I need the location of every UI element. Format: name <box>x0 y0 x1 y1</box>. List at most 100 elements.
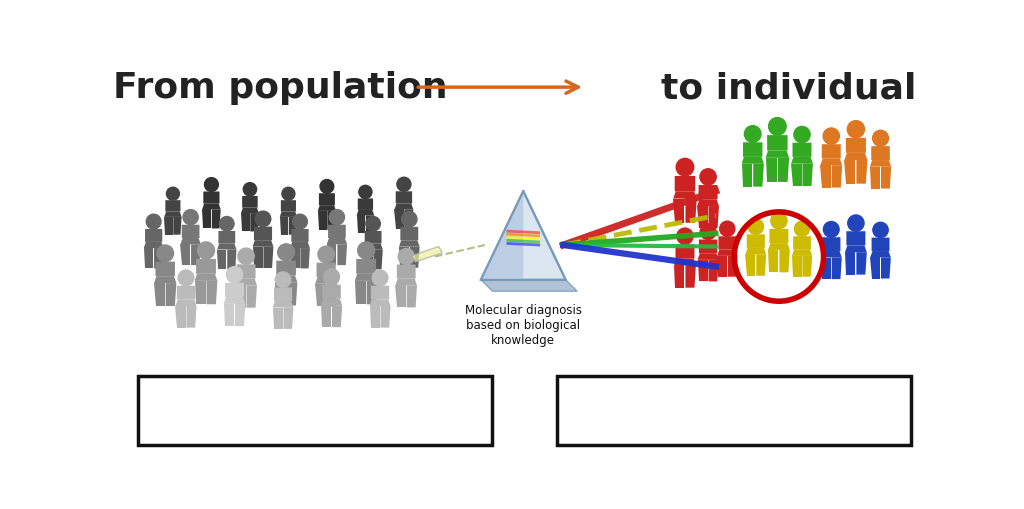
Polygon shape <box>364 250 373 270</box>
FancyBboxPatch shape <box>793 144 811 158</box>
Polygon shape <box>792 158 813 164</box>
Polygon shape <box>236 286 246 308</box>
Polygon shape <box>241 214 250 232</box>
Circle shape <box>676 159 693 177</box>
Polygon shape <box>766 158 777 183</box>
Circle shape <box>205 178 218 192</box>
Polygon shape <box>154 248 164 269</box>
Polygon shape <box>870 251 891 258</box>
Polygon shape <box>367 281 378 305</box>
Circle shape <box>244 183 257 196</box>
Polygon shape <box>356 216 365 234</box>
Polygon shape <box>272 301 294 308</box>
Polygon shape <box>354 274 378 281</box>
FancyBboxPatch shape <box>746 235 765 248</box>
Polygon shape <box>327 245 337 266</box>
Polygon shape <box>845 161 855 184</box>
Polygon shape <box>315 285 326 307</box>
Circle shape <box>401 212 417 228</box>
FancyBboxPatch shape <box>237 265 256 279</box>
FancyBboxPatch shape <box>281 201 296 212</box>
FancyBboxPatch shape <box>767 136 787 151</box>
Polygon shape <box>280 217 288 235</box>
FancyBboxPatch shape <box>371 286 389 300</box>
FancyBboxPatch shape <box>675 177 695 192</box>
Circle shape <box>366 217 380 232</box>
Circle shape <box>823 222 839 238</box>
Polygon shape <box>272 308 283 329</box>
Circle shape <box>769 118 786 136</box>
FancyBboxPatch shape <box>225 283 244 297</box>
Circle shape <box>255 212 270 227</box>
Polygon shape <box>180 239 201 245</box>
Polygon shape <box>754 164 764 187</box>
Polygon shape <box>741 157 764 164</box>
Circle shape <box>749 219 764 235</box>
Polygon shape <box>223 297 246 304</box>
FancyBboxPatch shape <box>397 265 416 279</box>
FancyBboxPatch shape <box>196 260 216 274</box>
Circle shape <box>823 129 840 145</box>
Circle shape <box>700 224 716 240</box>
Polygon shape <box>164 212 181 217</box>
Polygon shape <box>195 274 217 281</box>
Text: targeted: targeted <box>690 388 778 406</box>
FancyBboxPatch shape <box>847 232 865 246</box>
Polygon shape <box>366 216 374 234</box>
Circle shape <box>157 245 173 262</box>
Bar <box>138 376 493 445</box>
Polygon shape <box>247 286 257 308</box>
FancyBboxPatch shape <box>846 138 866 154</box>
Polygon shape <box>223 304 234 327</box>
Polygon shape <box>399 247 409 268</box>
Polygon shape <box>778 158 790 183</box>
Polygon shape <box>741 164 753 187</box>
FancyBboxPatch shape <box>276 261 296 276</box>
Polygon shape <box>394 204 414 210</box>
Circle shape <box>372 270 388 286</box>
Polygon shape <box>845 154 867 161</box>
Polygon shape <box>186 306 197 328</box>
Polygon shape <box>143 242 164 248</box>
Polygon shape <box>175 300 197 306</box>
Polygon shape <box>845 246 866 253</box>
Polygon shape <box>394 210 403 229</box>
Circle shape <box>278 244 295 261</box>
Polygon shape <box>287 283 297 306</box>
Polygon shape <box>236 279 257 286</box>
Polygon shape <box>290 248 300 269</box>
FancyBboxPatch shape <box>395 192 412 204</box>
Polygon shape <box>337 245 347 266</box>
Polygon shape <box>803 257 812 277</box>
Polygon shape <box>803 164 813 187</box>
Polygon shape <box>241 208 259 214</box>
Circle shape <box>167 188 179 201</box>
Polygon shape <box>195 281 206 305</box>
Circle shape <box>178 270 194 286</box>
FancyBboxPatch shape <box>274 288 292 301</box>
Polygon shape <box>869 167 880 189</box>
Polygon shape <box>253 241 273 247</box>
Polygon shape <box>207 281 217 305</box>
FancyBboxPatch shape <box>177 286 196 300</box>
Polygon shape <box>820 159 842 166</box>
Polygon shape <box>717 250 737 257</box>
Circle shape <box>146 215 161 230</box>
Polygon shape <box>317 206 336 211</box>
Polygon shape <box>410 247 420 268</box>
Text: Some respond and some don’t: Some respond and some don’t <box>161 415 469 433</box>
Polygon shape <box>792 257 802 277</box>
Circle shape <box>198 242 214 260</box>
FancyBboxPatch shape <box>254 227 272 241</box>
Polygon shape <box>407 286 417 308</box>
Polygon shape <box>881 167 891 189</box>
Polygon shape <box>374 250 383 270</box>
Polygon shape <box>253 247 262 269</box>
FancyBboxPatch shape <box>794 237 811 250</box>
FancyBboxPatch shape <box>145 230 162 242</box>
Polygon shape <box>481 192 565 280</box>
FancyBboxPatch shape <box>365 232 382 244</box>
Polygon shape <box>673 192 696 199</box>
Circle shape <box>238 248 254 265</box>
Circle shape <box>219 217 234 232</box>
